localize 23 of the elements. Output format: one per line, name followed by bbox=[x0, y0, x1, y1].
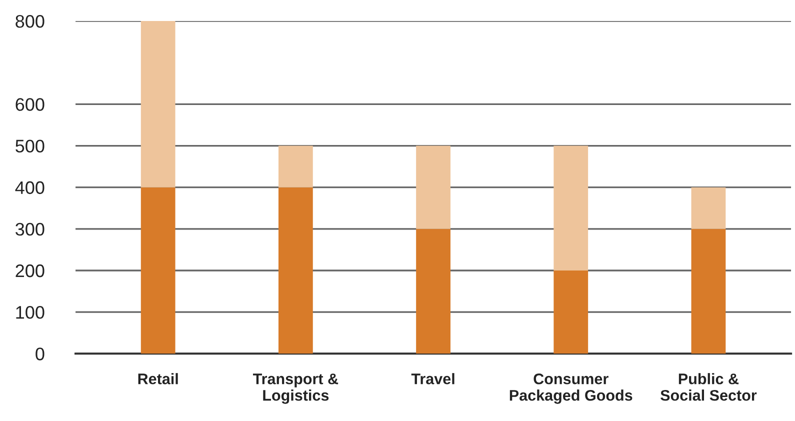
bar bbox=[416, 146, 450, 229]
x-tick-label: Consumer Packaged Goods bbox=[510, 373, 632, 404]
x-tick-label: Public & Social Sector bbox=[660, 373, 757, 401]
y-tick-label: 800 bbox=[16, 14, 44, 28]
y-tick-label: 600 bbox=[16, 98, 44, 111]
y-tick-label: 0 bbox=[36, 348, 44, 360]
y-tick-label: 500 bbox=[16, 140, 44, 152]
bar bbox=[691, 187, 726, 229]
bar bbox=[691, 228, 726, 354]
bar bbox=[278, 187, 313, 354]
x-tick-label: Transport & Logistics bbox=[252, 374, 338, 404]
x-tick-label: Travel bbox=[411, 373, 454, 384]
bar bbox=[416, 228, 450, 354]
y-tick-label: 400 bbox=[15, 181, 44, 194]
x-tick-label: Retail bbox=[138, 373, 178, 384]
bar bbox=[140, 21, 176, 188]
bar bbox=[278, 146, 313, 188]
y-tick-label: 100 bbox=[16, 306, 44, 319]
bar bbox=[140, 187, 176, 354]
y-tick-label: 200 bbox=[16, 264, 44, 278]
bar bbox=[554, 146, 588, 270]
y-tick-label: 300 bbox=[16, 222, 44, 236]
bar bbox=[554, 270, 588, 354]
